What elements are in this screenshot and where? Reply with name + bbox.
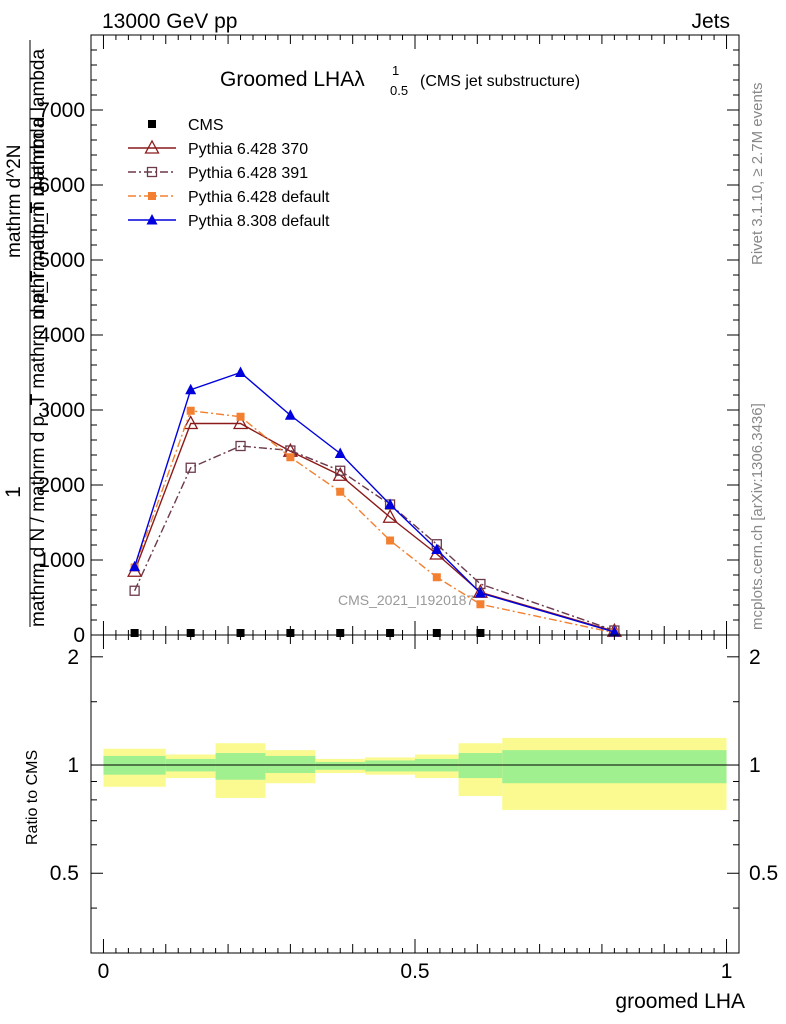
main-y-tick-label: 0 (73, 624, 85, 647)
ylabel-line-4: mathrm d p_T mathrm d lambda (28, 49, 49, 320)
main-y-tick-label: 2000 (38, 474, 85, 497)
series-4 (129, 366, 620, 637)
series-layer (127, 366, 622, 637)
chart-subtitle: (CMS jet substructure) (420, 73, 580, 90)
ratio-y-tick-label: 1 (67, 754, 79, 777)
data-point (186, 629, 195, 637)
energy-label: 13000 GeV pp (102, 10, 237, 33)
data-point (286, 629, 295, 637)
main-y-axis: 0 1000 2000 3000 4000 5000 6000 7000 (38, 49, 739, 647)
data-point (148, 192, 156, 200)
chart-title-sub: 0.5 (390, 83, 408, 98)
legend-label: Pythia 6.428 370 (188, 141, 308, 158)
ratio-y-tick-label-right: 0.5 (749, 862, 778, 885)
data-point (332, 466, 348, 481)
data-point (608, 626, 620, 637)
series-0 (130, 629, 485, 637)
data-point (130, 629, 139, 637)
ylabel-line-2: mathrm d N / mathrm d p_T mathrm d p_T m… (28, 117, 49, 627)
data-point (334, 447, 346, 458)
x-axis-label: groomed LHA (615, 990, 745, 1013)
ratio-band-inner (315, 761, 366, 770)
data-point (431, 543, 443, 554)
ratio-y-axis: 0.5 0.5 1 1 2 2 (50, 646, 778, 909)
data-point (185, 462, 196, 473)
data-point (335, 465, 346, 476)
data-point (476, 600, 485, 609)
data-point (476, 629, 485, 637)
ratio-band-inner (502, 750, 727, 784)
data-point (129, 585, 140, 596)
ratio-bands (103, 737, 727, 810)
legend-label: Pythia 6.428 391 (188, 165, 308, 182)
chart-title-sup: 1 (392, 63, 399, 78)
data-point (185, 383, 197, 395)
data-point (186, 406, 195, 415)
ylabel-numerator-one: 1 (2, 486, 25, 498)
chart-title: Groomed LHAλ (220, 68, 365, 91)
main-panel: 0 1000 2000 3000 4000 5000 6000 7000 CMS_2021_I… (38, 34, 740, 647)
data-point (144, 139, 160, 154)
legend-label: CMS (188, 117, 224, 134)
data-point (386, 536, 395, 545)
main-y-label: 1 mathrm d N / mathrm d p_T mathrm d p_T… (2, 40, 49, 627)
ratio-x-tick-label: 0.5 (400, 960, 429, 983)
chart-title-symbol: λ (354, 68, 365, 91)
data-point (236, 412, 245, 421)
watermark: CMS_2021_I1920187 (338, 592, 474, 608)
data-point (235, 366, 247, 377)
data-point (336, 487, 345, 496)
data-point (232, 415, 249, 430)
ratio-band-inner (265, 755, 316, 774)
ratio-x-tick-label: 0 (98, 960, 110, 983)
data-point (386, 629, 395, 637)
data-point (183, 415, 199, 430)
data-point (286, 453, 295, 462)
legend: CMS Pythia 6.428 370 Pythia 6.428 391 Pythi… (128, 117, 330, 230)
data-point (474, 587, 486, 598)
legend-label: Pythia 8.308 default (188, 213, 330, 230)
main-y-tick-label: 7000 (38, 99, 85, 122)
main-y-tick-label: 5000 (38, 249, 85, 272)
data-point (432, 573, 441, 582)
ratio-y-tick-label: 0.5 (50, 862, 79, 885)
ratio-y-tick-label-right: 1 (749, 754, 761, 777)
ratio-y-tick-label: 2 (67, 646, 79, 669)
mcplots-side-label: mcplots.cern.ch [arXiv:1306.3436] (749, 403, 766, 630)
ratio-y-label: Ratio to CMS (24, 750, 41, 845)
ylabel-line-3: mathrm d^2N (4, 145, 25, 258)
main-y-tick-label: 1000 (38, 549, 85, 572)
data-point (146, 214, 158, 225)
ratio-panel: 0.5 0.51 12 2 0 0.5 1 Ratio to CMS groomed LH… (24, 634, 778, 1013)
data-point (235, 440, 246, 452)
ratio-y-tick-label-right: 2 (749, 646, 761, 669)
data-point (432, 629, 441, 637)
data-point (148, 120, 156, 128)
data-point (284, 409, 296, 420)
data-point (384, 498, 396, 509)
main-y-tick-label: 3000 (38, 399, 85, 422)
ratio-band-inner (215, 753, 266, 780)
ratio-x-axis: 0 0.5 1 (98, 635, 733, 983)
data-point (129, 560, 141, 572)
main-y-tick-label: 4000 (38, 324, 85, 347)
data-point (146, 166, 158, 178)
ratio-band-inner (365, 760, 415, 772)
series-line (133, 445, 615, 632)
ratio-band-inner (458, 753, 503, 779)
ratio-x-tick-label: 1 (721, 960, 733, 983)
data-point (236, 629, 245, 637)
legend-label: Pythia 6.428 default (188, 189, 330, 206)
chart-title-text: Groomed LHA (220, 68, 354, 91)
process-label: Jets (691, 10, 730, 33)
rivet-side-label: Rivet 3.1.10, ≥ 2.7M events (749, 83, 766, 266)
main-y-tick-label: 6000 (38, 174, 85, 197)
data-point (382, 508, 398, 523)
data-point (336, 629, 345, 637)
